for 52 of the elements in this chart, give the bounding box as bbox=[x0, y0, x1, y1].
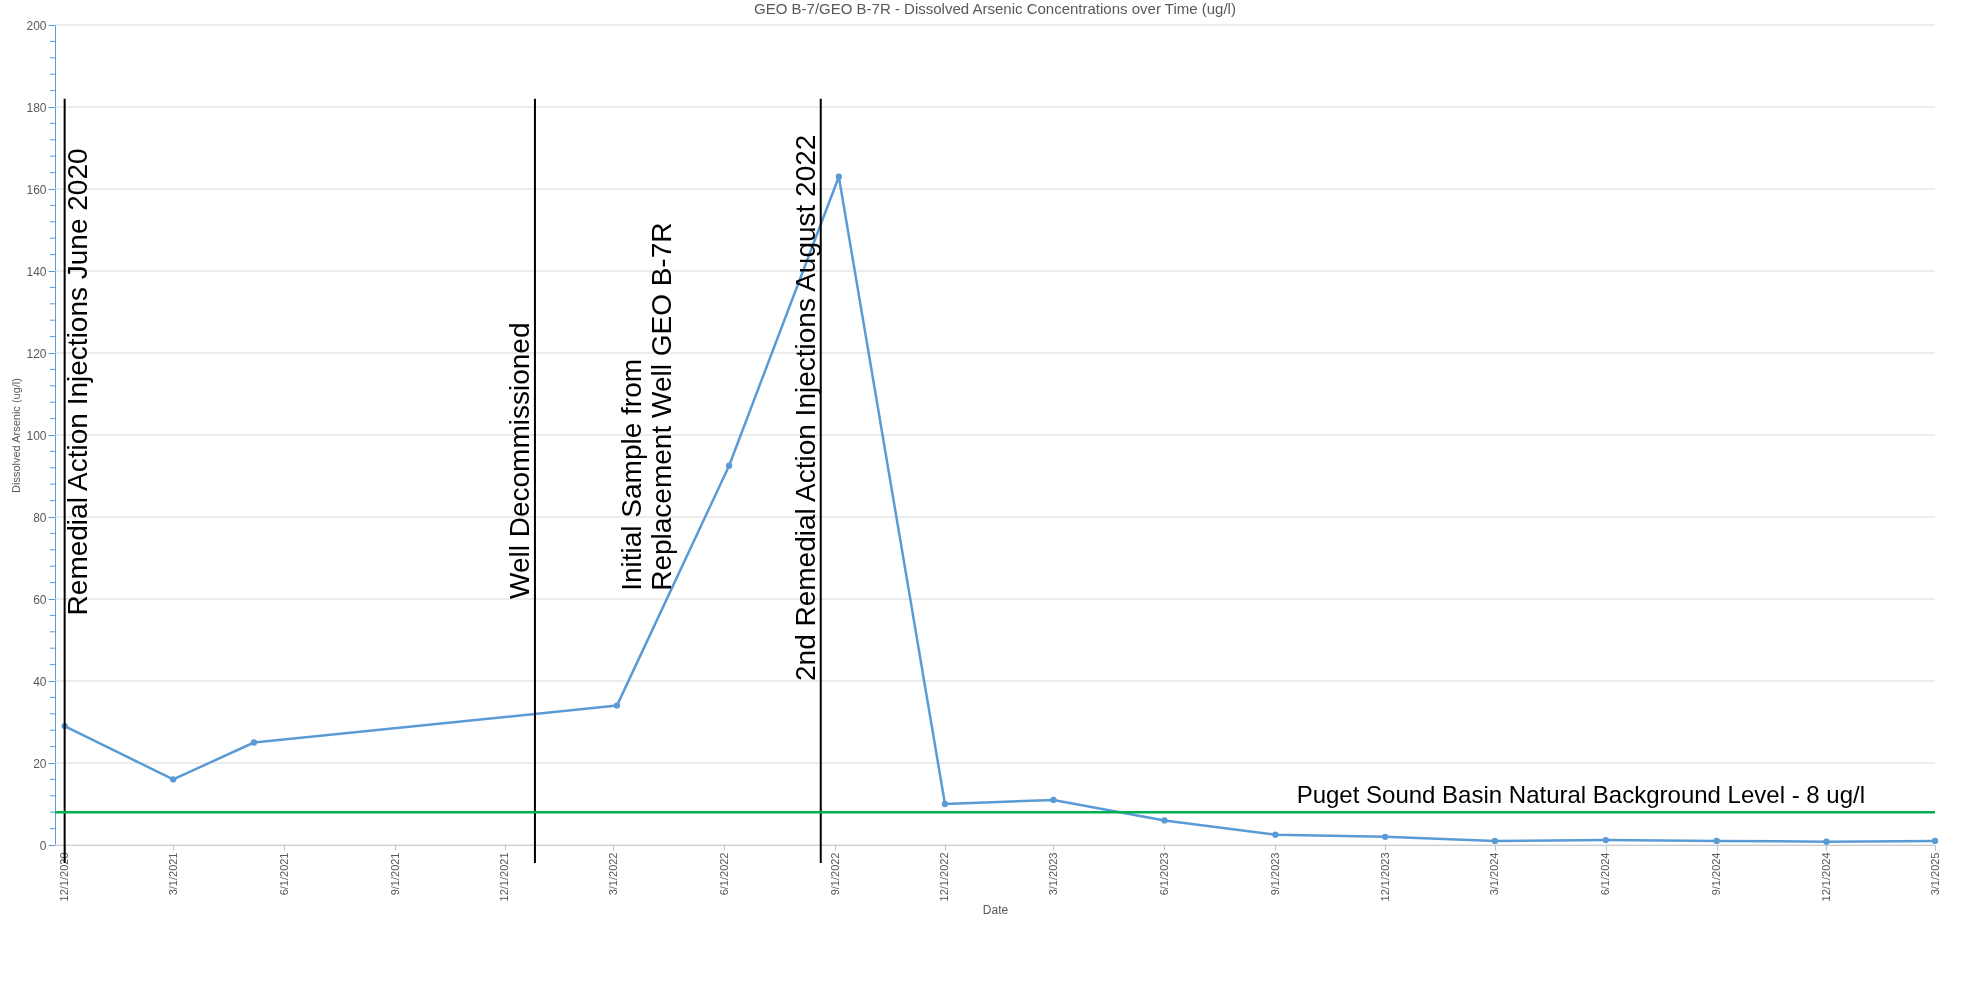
x-tick-label: 6/1/2024 bbox=[1599, 852, 1612, 896]
point bbox=[1161, 817, 1168, 824]
y-tick-label: 100 bbox=[26, 428, 47, 443]
y-tick-label: 20 bbox=[33, 756, 47, 771]
x-tick-label: 12/1/2020 bbox=[58, 852, 71, 902]
y-tick-label: 200 bbox=[26, 18, 47, 33]
ref-line-label: Puget Sound Basin Natural Background Level - 8 ug/l bbox=[1296, 781, 1865, 809]
point bbox=[1602, 836, 1609, 844]
point bbox=[1050, 796, 1057, 804]
annotation: Initial Sample from Replacement Well GEO B-7R bbox=[616, 222, 678, 591]
x-tick-label: 3/1/2024 bbox=[1488, 852, 1501, 896]
point bbox=[250, 739, 258, 746]
x-tick-label: 9/1/2023 bbox=[1268, 852, 1281, 896]
y-tick-label: 0 bbox=[39, 838, 47, 853]
point bbox=[1272, 831, 1279, 838]
y-tick-label: 140 bbox=[26, 264, 47, 279]
x-tick-label: 12/1/2024 bbox=[1819, 852, 1832, 902]
y-tick-label: 160 bbox=[26, 182, 47, 197]
y-tick-label: 120 bbox=[26, 346, 47, 361]
x-tick-label: 6/1/2021 bbox=[277, 852, 290, 896]
point bbox=[613, 702, 621, 709]
x-tick-label: 6/1/2022 bbox=[717, 852, 730, 896]
x-tick-label: 3/1/2021 bbox=[166, 852, 179, 896]
x-tick-label: 6/1/2023 bbox=[1157, 852, 1170, 896]
x-tick-label: 3/1/2025 bbox=[1928, 852, 1941, 896]
y-axis-title: Dissolved Arsenic (ug/l) bbox=[10, 378, 23, 493]
ref-line-label: Remedial Action Injections June 2020 bbox=[61, 148, 93, 616]
point bbox=[725, 462, 733, 469]
point bbox=[1713, 837, 1720, 845]
chart-title: GEO B-7/GEO B-7R - Dissolved Arsenic Concentrations over Time (ug/l) bbox=[754, 0, 1236, 17]
point bbox=[1931, 837, 1939, 845]
x-tick-label: 9/1/2022 bbox=[828, 852, 841, 896]
x-tick-label: 12/1/2021 bbox=[498, 852, 511, 902]
x-tick-label: 12/1/2023 bbox=[1378, 852, 1391, 902]
x-axis-title: Date bbox=[982, 903, 1009, 918]
x-tick-label: 9/1/2024 bbox=[1710, 852, 1723, 896]
x-tick-label: 12/1/2022 bbox=[938, 852, 951, 902]
y-tick-label: 180 bbox=[26, 100, 47, 115]
point bbox=[941, 800, 949, 808]
point bbox=[170, 776, 177, 783]
y-tick-label: 40 bbox=[33, 674, 47, 689]
point bbox=[1823, 838, 1830, 845]
ref-line-label: Well Decommissioned bbox=[503, 322, 535, 599]
y-tick-label: 60 bbox=[33, 592, 47, 607]
x-tick-label: 3/1/2023 bbox=[1046, 852, 1059, 896]
point bbox=[1381, 833, 1389, 840]
ref-line-label: 2nd Remedial Action Injections August 2022 bbox=[789, 134, 821, 681]
point bbox=[1491, 837, 1499, 845]
x-tick-label: 3/1/2022 bbox=[606, 852, 619, 896]
point bbox=[835, 173, 842, 180]
x-tick-label: 9/1/2021 bbox=[388, 852, 401, 896]
y-tick-label: 80 bbox=[33, 510, 47, 525]
